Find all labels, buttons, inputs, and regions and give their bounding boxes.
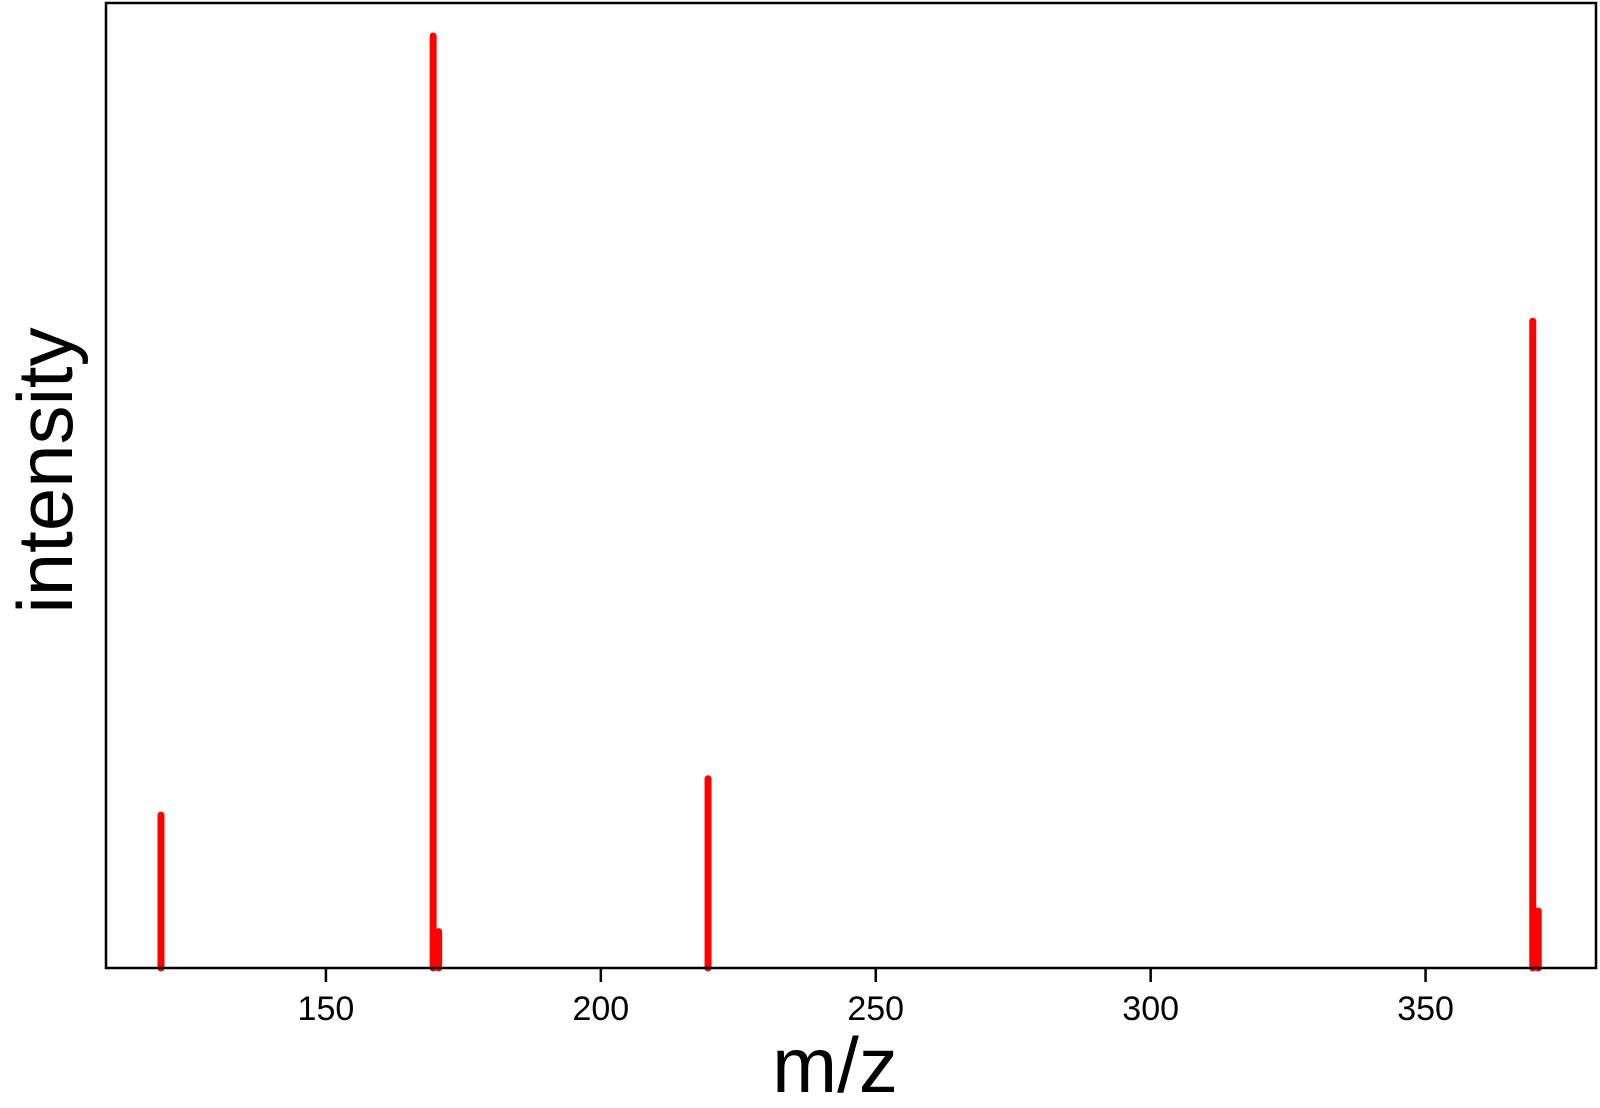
y-axis-title: intensity: [1, 327, 89, 613]
peaks: [157, 32, 1542, 972]
plot-frame: [104, 1, 1598, 970]
x-tick-label: 150: [298, 990, 355, 1028]
x-axis-title: m/z: [772, 1021, 898, 1108]
x-axis-ticks: 150 200 250 300 350: [298, 968, 1454, 1028]
x-tick-label: 200: [572, 990, 629, 1028]
x-tick-label: 250: [847, 990, 904, 1028]
x-tick-label: 350: [1397, 990, 1454, 1028]
x-tick-label: 300: [1122, 990, 1179, 1028]
